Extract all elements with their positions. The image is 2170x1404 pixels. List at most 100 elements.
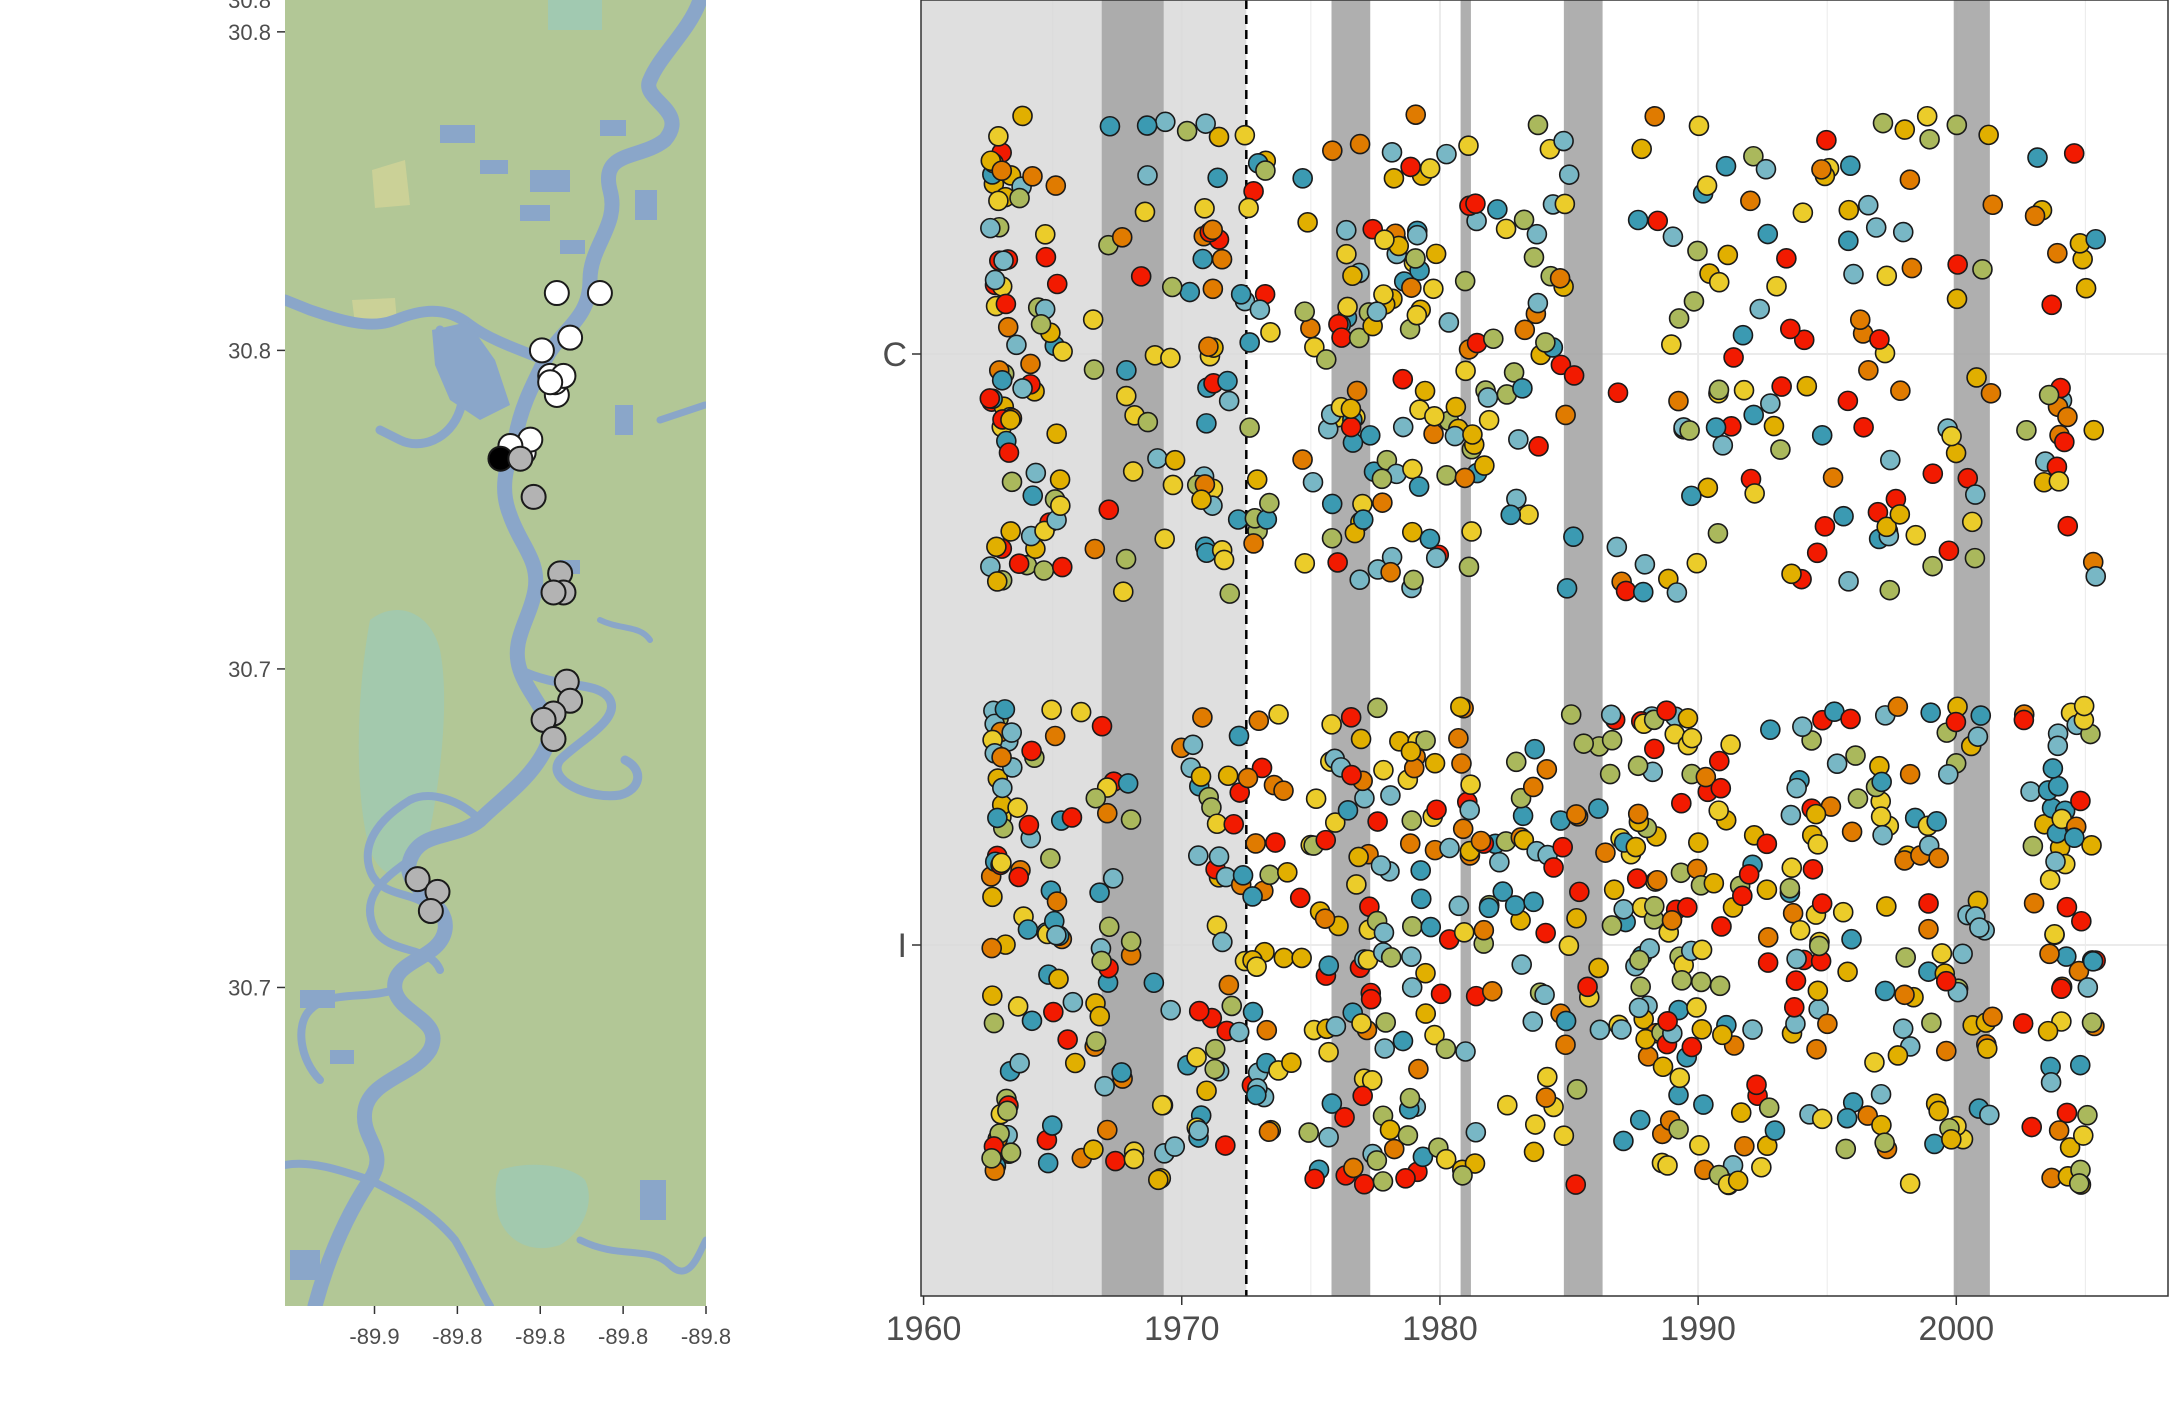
timeline-observation-point [1553, 1125, 1575, 1147]
timeline-observation-point [1644, 738, 1665, 760]
timeline-observation-point [1298, 1122, 1320, 1143]
timeline-observation-point [1336, 243, 1357, 265]
timeline-observation-point [1847, 788, 1869, 809]
timeline-observation-point [1738, 864, 1760, 885]
timeline-observation-point [2012, 1013, 2034, 1034]
timeline-observation-point [1116, 360, 1137, 381]
timeline-observation-point [1083, 1139, 1104, 1160]
timeline-observation-point [1424, 1024, 1445, 1046]
timeline-observation-point [1325, 1016, 1347, 1037]
timeline-observation-point [1324, 812, 1346, 833]
timeline-observation-point [2023, 892, 2045, 914]
timeline-observation-point [1401, 277, 1422, 298]
map-y-tick-label: 30.7 [228, 657, 271, 682]
timeline-observation-point [1259, 492, 1280, 514]
timeline-observation-point [1503, 362, 1525, 383]
timeline-observation-point [1589, 1019, 1611, 1041]
timeline-observation-point [1756, 833, 1778, 855]
timeline-observation-point [2056, 1102, 2078, 1124]
timeline-observation-point [1331, 327, 1352, 348]
timeline-observation-point [1611, 1019, 1632, 1040]
timeline-observation-point [1474, 455, 1495, 476]
timeline-observation-point [1318, 955, 1340, 976]
timeline-observation-point [1045, 175, 1067, 196]
timeline-observation-point [1239, 332, 1260, 353]
timeline-observation-point [1835, 1138, 1857, 1160]
timeline-observation-point [991, 369, 1013, 391]
timeline-observation-point [1007, 797, 1028, 818]
timeline-observation-point [1327, 552, 1348, 573]
timeline-observation-point [1969, 917, 1990, 938]
timeline-observation-point [1840, 708, 1861, 730]
timeline-observation-point [1314, 908, 1336, 929]
timeline-observation-point [1693, 1094, 1714, 1115]
timeline-observation-point [2085, 228, 2107, 250]
timeline-observation-point [986, 571, 1008, 592]
timeline-observation-point [1751, 1156, 1772, 1178]
timeline-observation-point [1360, 988, 1382, 1010]
timeline-observation-point [981, 1147, 1002, 1169]
timeline-observation-point [1838, 199, 1860, 221]
timeline-observation-point [1452, 818, 1474, 840]
timeline-observation-point [1811, 893, 1833, 914]
pre-threshold-background [921, 0, 1247, 1296]
timeline-observation-point [1523, 246, 1545, 268]
timeline-observation-point [1631, 138, 1652, 160]
timeline-observation-point [1162, 474, 1184, 496]
timeline-observation-point [1373, 922, 1395, 943]
timeline-observation-point [1838, 230, 1859, 252]
timeline-observation-point [1756, 879, 1778, 901]
timeline-observation-point [1018, 814, 1040, 836]
timeline-observation-point [2071, 910, 2092, 932]
timeline-observation-point [1508, 429, 1529, 450]
timeline-observation-point [1246, 1084, 1267, 1106]
timeline-observation-point [1207, 167, 1228, 189]
timeline-observation-point [1876, 516, 1897, 538]
timeline-observation-point [1899, 763, 1921, 785]
timeline-observation-point [1294, 301, 1315, 322]
timeline-panel: 1960 1970 1980 1990 2000 C I [882, 0, 2169, 1348]
timeline-observation-point [1928, 847, 1949, 869]
timeline-observation-point [1518, 504, 1539, 525]
timeline-observation-point [1887, 696, 1909, 717]
timeline-observation-point [1451, 753, 1472, 774]
timeline-observation-point [997, 1100, 1018, 1122]
timeline-observation-point [1009, 1052, 1030, 1074]
timeline-observation-point [1246, 956, 1267, 977]
timeline-observation-point [1035, 246, 1057, 268]
timeline-observation-point [1277, 862, 1298, 883]
timeline-observation-point [1232, 865, 1254, 886]
map-site-point [528, 337, 555, 364]
timeline-observation-point [1833, 505, 1854, 527]
timeline-observation-point [1757, 952, 1779, 973]
timeline-observation-point [1966, 367, 1987, 388]
timeline-observation-point [1021, 1010, 1043, 1032]
timeline-observation-point [1717, 244, 1739, 266]
timeline-x-tick-label: 1960 [886, 1310, 962, 1348]
timeline-observation-point [1321, 1093, 1343, 1114]
timeline-observation-point [1196, 413, 1217, 434]
timeline-observation-point [1089, 882, 1110, 903]
timeline-observation-point [981, 937, 1003, 959]
timeline-observation-point [1401, 521, 1423, 543]
timeline-observation-point [1211, 248, 1233, 270]
timeline-observation-point [1046, 273, 1068, 295]
timeline-observation-point [1454, 270, 1476, 292]
map-x-tick-label: -89.8 [598, 1324, 648, 1349]
timeline-observation-point [1708, 271, 1730, 293]
timeline-observation-point [1354, 787, 1375, 809]
timeline-observation-point [1733, 379, 1755, 401]
timeline-observation-point [1064, 1052, 1086, 1074]
timeline-observation-point [1265, 832, 1286, 853]
timeline-observation-point [1941, 425, 1962, 447]
timeline-observation-point [1374, 1038, 1396, 1059]
timeline-observation-point [987, 807, 1008, 829]
timeline-observation-point [1161, 276, 1183, 298]
timeline-observation-point [1061, 807, 1083, 828]
timeline-observation-point [1459, 799, 1481, 821]
timeline-observation-point [1543, 857, 1564, 878]
timeline-observation-point [1764, 1120, 1786, 1141]
timeline-observation-point [1688, 832, 1709, 853]
timeline-observation-point [1646, 869, 1668, 891]
timeline-observation-point [1419, 528, 1441, 550]
